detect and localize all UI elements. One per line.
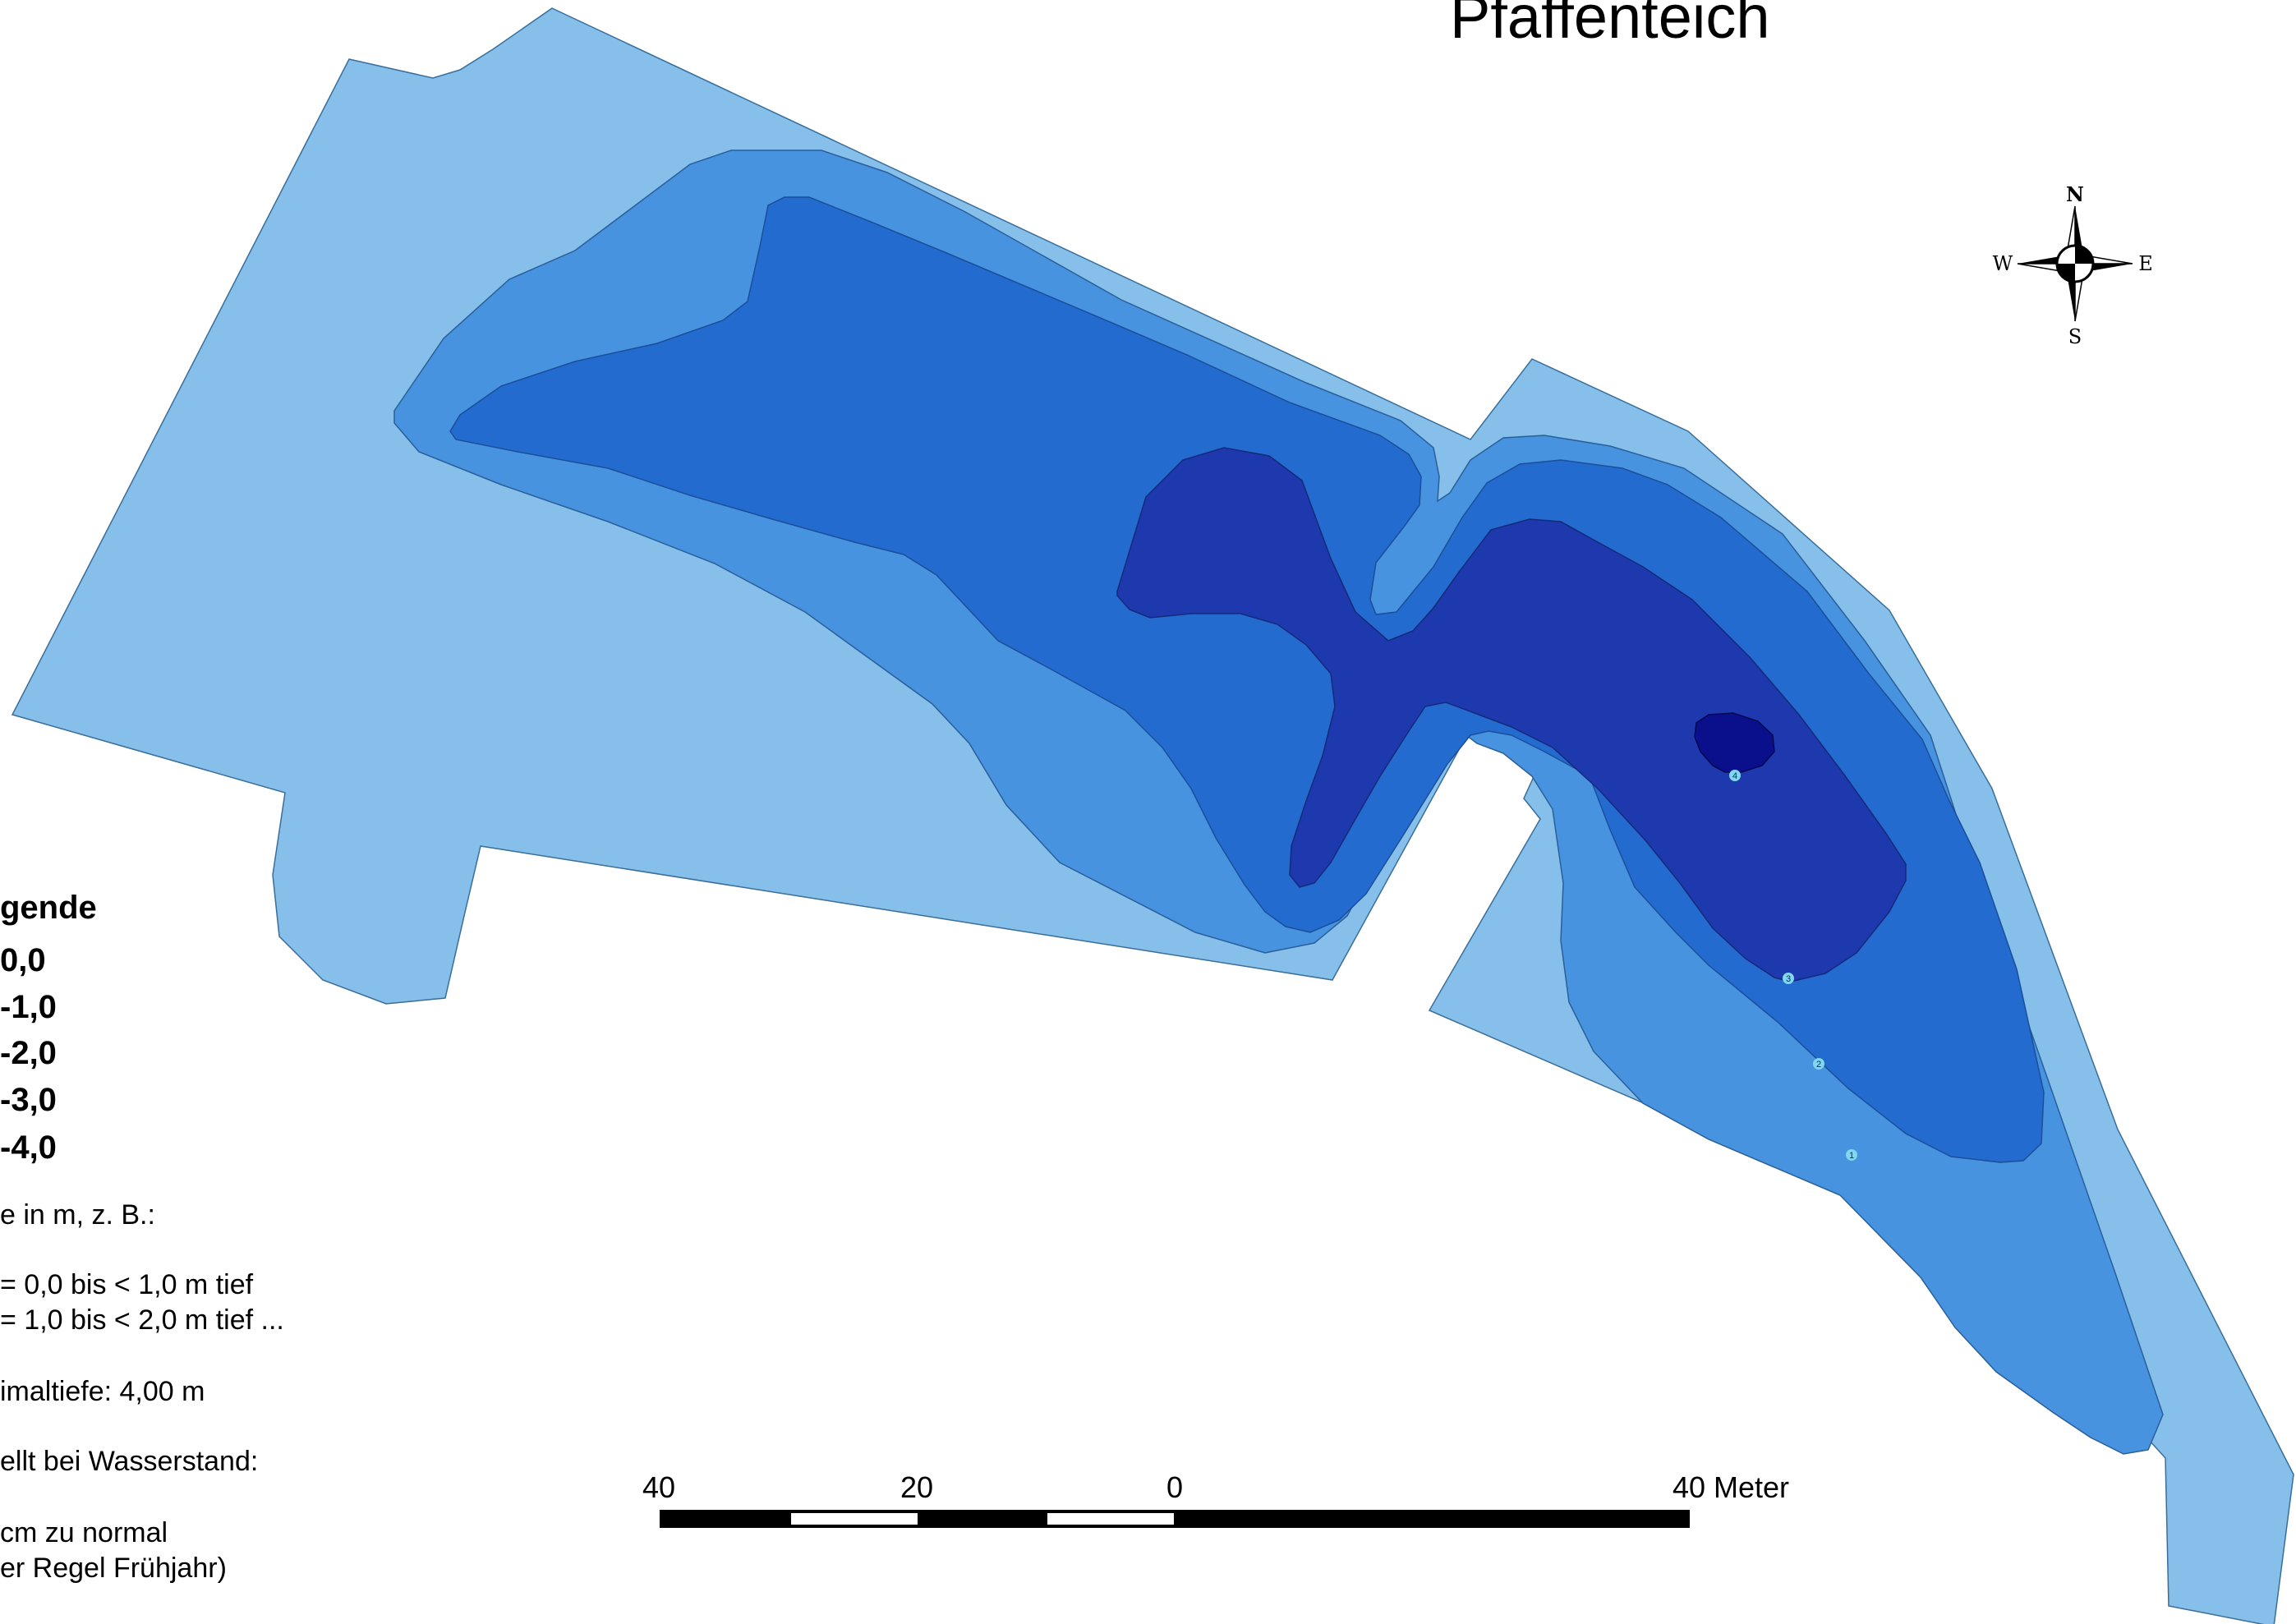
- svg-text:N: N: [2066, 182, 2084, 206]
- contour-label-4: 4: [1729, 770, 1741, 781]
- depth-zone-4: [1694, 712, 1775, 773]
- scale-label-40-right: 40: [1673, 1470, 1706, 1504]
- legend-note-water-level: ellt bei Wasserstand:: [0, 1446, 259, 1477]
- legend-title: gende: [0, 890, 97, 926]
- svg-text:4: 4: [1732, 771, 1737, 781]
- legend-note-season: er Regel Frühjahr): [0, 1553, 227, 1584]
- legend-note-range-2: = 1,0 bis < 2,0 m tief ...: [0, 1304, 284, 1336]
- depth-zone-3: [1116, 447, 1907, 982]
- legend-note-level-offset: cm zu normal: [0, 1517, 168, 1548]
- contour-label-2: 2: [1813, 1058, 1824, 1070]
- svg-text:W: W: [1993, 252, 2013, 275]
- legend-item-0: 0,0: [0, 942, 46, 978]
- north-arrow-icon: N S E W: [1993, 182, 2153, 348]
- legend-item-1: -1,0: [0, 989, 57, 1025]
- scale-unit: Meter: [1714, 1470, 1790, 1504]
- svg-text:3: 3: [1786, 974, 1791, 984]
- svg-text:1: 1: [1849, 1151, 1854, 1161]
- legend-item-4: -4,0: [0, 1129, 57, 1166]
- scale-label-20: 20: [900, 1470, 934, 1504]
- legend-note-max-depth: imaltiefe: 4,00 m: [0, 1376, 205, 1407]
- contour-label-1: 1: [1846, 1149, 1857, 1161]
- map-title: Pfaffenteich: [1450, 0, 1770, 51]
- scale-bar: [660, 1510, 1690, 1528]
- legend-item-2: -2,0: [0, 1035, 57, 1071]
- depth-zone-2: [449, 196, 2045, 1163]
- svg-text:E: E: [2138, 252, 2153, 275]
- contour-label-3: 3: [1783, 973, 1794, 984]
- svg-text:2: 2: [1816, 1060, 1821, 1070]
- legend-note-range-1: = 0,0 bis < 1,0 m tief: [0, 1269, 254, 1300]
- scale-label-40-left: 40: [642, 1470, 676, 1504]
- legend-item-3: -3,0: [0, 1082, 57, 1118]
- scale-label-0: 0: [1166, 1470, 1184, 1504]
- svg-text:S: S: [2068, 325, 2082, 348]
- legend-note-depth-unit: e in m, z. B.:: [0, 1199, 155, 1231]
